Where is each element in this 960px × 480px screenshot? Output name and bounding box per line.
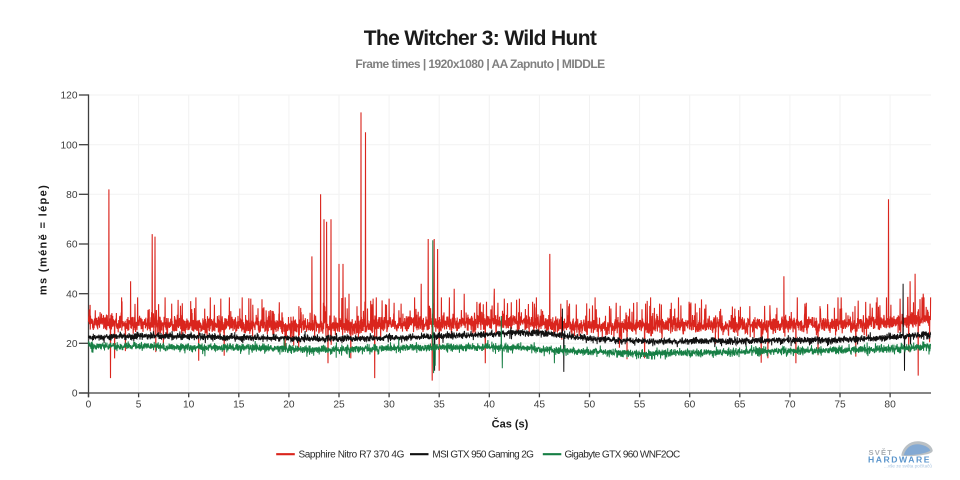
svg-text:40: 40	[484, 399, 496, 410]
svg-text:The Witcher 3: Wild Hunt: The Witcher 3: Wild Hunt	[364, 27, 597, 50]
svg-text:15: 15	[233, 399, 245, 410]
svg-text:20: 20	[66, 339, 78, 350]
svg-text:0: 0	[72, 389, 78, 400]
svg-text:50: 50	[584, 399, 596, 410]
svg-text:HARDWARE: HARDWARE	[868, 455, 931, 465]
svg-text:60: 60	[66, 240, 78, 251]
svg-text:Gigabyte GTX 960 WNF2OC: Gigabyte GTX 960 WNF2OC	[565, 450, 681, 461]
svg-text:10: 10	[183, 399, 195, 410]
svg-text:0: 0	[86, 399, 92, 410]
svg-text:100: 100	[61, 140, 78, 151]
svg-text:Čas (s): Čas (s)	[492, 418, 529, 431]
svg-text:120: 120	[61, 91, 78, 102]
svg-text:20: 20	[283, 399, 295, 410]
svg-text:Frame times | 1920x1080 | AA Z: Frame times | 1920x1080 | AA Zapnuto | M…	[355, 57, 605, 71]
svg-text:ms (méně = lépe): ms (méně = lépe)	[38, 184, 50, 295]
svg-text:80: 80	[66, 190, 78, 201]
svg-text:35: 35	[434, 399, 446, 410]
svg-text:60: 60	[684, 399, 696, 410]
svg-text:25: 25	[333, 399, 345, 410]
svg-text:45: 45	[534, 399, 546, 410]
svg-text:55: 55	[634, 399, 646, 410]
svg-text:65: 65	[734, 399, 746, 410]
svg-text:70: 70	[784, 399, 796, 410]
svg-text:40: 40	[66, 289, 78, 300]
svg-text:5: 5	[136, 399, 142, 410]
svg-text:...vše ze světa počítačů: ...vše ze světa počítačů	[884, 463, 932, 469]
svg-text:SVĚT: SVĚT	[869, 448, 894, 457]
svg-text:75: 75	[834, 399, 846, 410]
svg-text:80: 80	[884, 399, 896, 410]
svg-text:Sapphire Nitro R7 370 4G: Sapphire Nitro R7 370 4G	[299, 450, 405, 461]
svg-text:MSI GTX 950 Gaming 2G: MSI GTX 950 Gaming 2G	[432, 450, 534, 461]
svg-text:30: 30	[383, 399, 395, 410]
